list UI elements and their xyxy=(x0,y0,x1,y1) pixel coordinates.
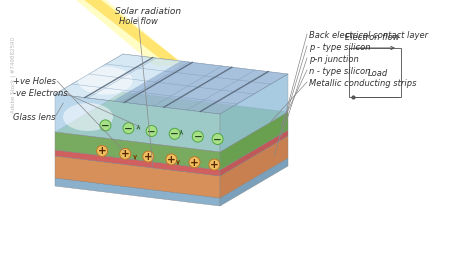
Circle shape xyxy=(97,146,108,157)
Text: −: − xyxy=(170,129,179,139)
Ellipse shape xyxy=(78,67,133,95)
Polygon shape xyxy=(113,62,288,115)
Circle shape xyxy=(169,129,180,140)
Circle shape xyxy=(123,123,134,134)
Text: n - type silicon: n - type silicon xyxy=(309,66,370,75)
Polygon shape xyxy=(55,133,220,170)
Polygon shape xyxy=(75,0,185,67)
Text: +: + xyxy=(190,157,199,167)
Text: −: − xyxy=(147,126,156,136)
Text: Back electrical contact layer: Back electrical contact layer xyxy=(309,30,428,39)
Text: Load: Load xyxy=(367,69,388,78)
Polygon shape xyxy=(55,110,288,170)
Text: −: − xyxy=(124,123,133,133)
Circle shape xyxy=(189,157,200,168)
Polygon shape xyxy=(220,113,288,170)
Text: Electron flow: Electron flow xyxy=(345,33,400,42)
Text: +ve Holes: +ve Holes xyxy=(13,77,56,86)
Polygon shape xyxy=(55,95,220,152)
Text: Glass lens: Glass lens xyxy=(13,113,55,122)
Text: Hole flow: Hole flow xyxy=(118,17,157,26)
Text: −: − xyxy=(213,134,222,144)
Polygon shape xyxy=(55,138,288,198)
Polygon shape xyxy=(55,117,288,176)
Polygon shape xyxy=(220,75,288,152)
Polygon shape xyxy=(220,131,288,176)
Text: Solar radiation: Solar radiation xyxy=(115,7,181,16)
Circle shape xyxy=(146,126,157,137)
Text: -ve Electrons: -ve Electrons xyxy=(13,89,68,98)
FancyBboxPatch shape xyxy=(349,49,401,98)
Text: +: + xyxy=(98,146,107,156)
Polygon shape xyxy=(220,158,288,206)
Text: p-n junction: p-n junction xyxy=(309,54,359,63)
Ellipse shape xyxy=(63,104,113,132)
Polygon shape xyxy=(55,178,220,206)
Polygon shape xyxy=(220,136,288,198)
Text: +: + xyxy=(144,151,153,162)
Text: p - type silicon: p - type silicon xyxy=(309,42,371,51)
Polygon shape xyxy=(55,156,220,198)
Text: +: + xyxy=(167,154,176,164)
Text: −: − xyxy=(101,120,110,130)
Circle shape xyxy=(192,132,203,142)
Circle shape xyxy=(212,134,223,145)
Polygon shape xyxy=(55,55,288,115)
Text: Metallic conducting strips: Metallic conducting strips xyxy=(309,78,417,87)
Circle shape xyxy=(100,120,111,131)
Circle shape xyxy=(143,151,154,163)
Polygon shape xyxy=(55,93,288,152)
Text: Adobe Stock | #749882590: Adobe Stock | #749882590 xyxy=(10,37,16,113)
Polygon shape xyxy=(55,150,220,176)
Text: −: − xyxy=(193,132,202,141)
Text: +: + xyxy=(121,149,129,159)
Circle shape xyxy=(166,154,177,165)
Text: +: + xyxy=(210,160,219,169)
Polygon shape xyxy=(83,0,178,61)
Circle shape xyxy=(209,160,220,170)
Circle shape xyxy=(120,149,131,160)
